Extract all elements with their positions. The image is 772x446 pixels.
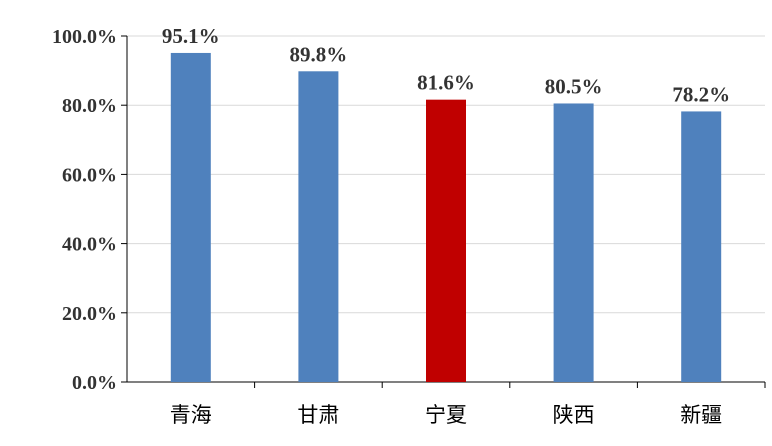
data-label: 95.1% bbox=[162, 24, 220, 48]
x-tick-label: 陕西 bbox=[553, 403, 595, 427]
bar bbox=[426, 99, 466, 382]
y-tick-label: 80.0% bbox=[62, 95, 117, 117]
y-tick-label: 100.0% bbox=[52, 26, 117, 48]
data-label: 80.5% bbox=[545, 74, 603, 98]
x-tick-label: 新疆 bbox=[680, 403, 722, 427]
y-tick-label: 20.0% bbox=[62, 303, 117, 325]
data-label: 89.8% bbox=[290, 42, 348, 66]
y-tick-label: 40.0% bbox=[62, 234, 117, 256]
bar bbox=[170, 52, 211, 382]
data-label: 81.6% bbox=[417, 71, 475, 95]
x-tick-label: 青海 bbox=[170, 403, 212, 427]
y-tick-label: 0.0% bbox=[72, 372, 117, 394]
y-tick-label: 60.0% bbox=[62, 164, 117, 186]
bar bbox=[553, 103, 594, 382]
bar bbox=[298, 71, 339, 383]
x-tick-label: 甘肃 bbox=[297, 403, 339, 427]
bar bbox=[681, 111, 722, 382]
x-tick-label: 宁夏 bbox=[425, 403, 467, 427]
data-label: 78.2% bbox=[672, 82, 730, 106]
